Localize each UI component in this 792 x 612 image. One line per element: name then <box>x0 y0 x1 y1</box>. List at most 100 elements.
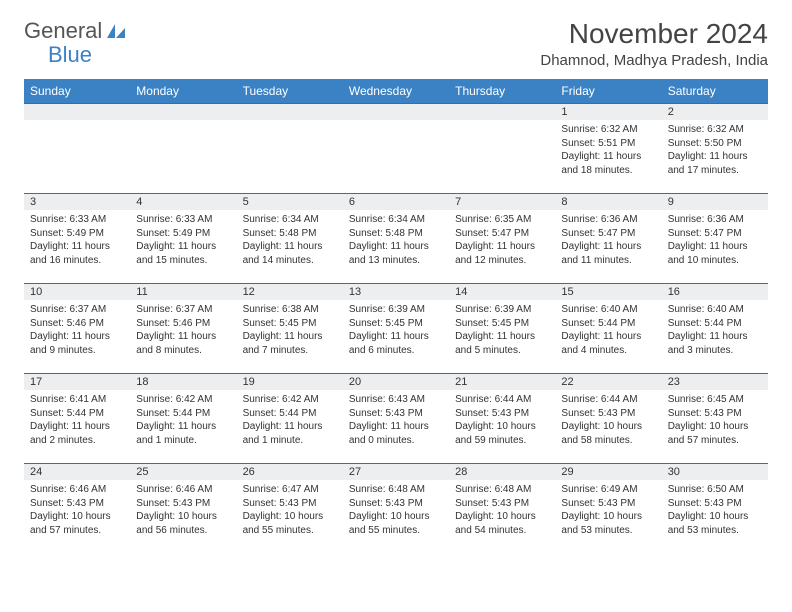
sunrise-text: Sunrise: 6:38 AM <box>243 303 337 317</box>
calendar-day-cell: 13Sunrise: 6:39 AMSunset: 5:45 PMDayligh… <box>343 283 449 373</box>
daylight-text: Daylight: 11 hours and 9 minutes. <box>30 330 124 357</box>
daylight-text: Daylight: 11 hours and 1 minute. <box>136 420 230 447</box>
sunrise-text: Sunrise: 6:33 AM <box>136 213 230 227</box>
day-number: 24 <box>24 463 130 480</box>
calendar-day-cell: 4Sunrise: 6:33 AMSunset: 5:49 PMDaylight… <box>130 193 236 283</box>
calendar-day-cell: 8Sunrise: 6:36 AMSunset: 5:47 PMDaylight… <box>555 193 661 283</box>
day-details: Sunrise: 6:41 AMSunset: 5:44 PMDaylight:… <box>24 390 130 451</box>
day-details: Sunrise: 6:37 AMSunset: 5:46 PMDaylight:… <box>130 300 236 361</box>
logo-text-1: General <box>24 18 102 44</box>
sunrise-text: Sunrise: 6:47 AM <box>243 483 337 497</box>
daylight-text: Daylight: 10 hours and 56 minutes. <box>136 510 230 537</box>
daylight-text: Daylight: 11 hours and 15 minutes. <box>136 240 230 267</box>
calendar-day-cell: 22Sunrise: 6:44 AMSunset: 5:43 PMDayligh… <box>555 373 661 463</box>
calendar-day-cell: 6Sunrise: 6:34 AMSunset: 5:48 PMDaylight… <box>343 193 449 283</box>
day-details: Sunrise: 6:49 AMSunset: 5:43 PMDaylight:… <box>555 480 661 541</box>
weekday-header: Monday <box>130 79 236 103</box>
daylight-text: Daylight: 11 hours and 5 minutes. <box>455 330 549 357</box>
sunrise-text: Sunrise: 6:35 AM <box>455 213 549 227</box>
day-number: 25 <box>130 463 236 480</box>
day-details: Sunrise: 6:36 AMSunset: 5:47 PMDaylight:… <box>555 210 661 271</box>
sunset-text: Sunset: 5:51 PM <box>561 137 655 151</box>
sunset-text: Sunset: 5:45 PM <box>349 317 443 331</box>
calendar-day-cell: 30Sunrise: 6:50 AMSunset: 5:43 PMDayligh… <box>662 463 768 553</box>
day-details: Sunrise: 6:34 AMSunset: 5:48 PMDaylight:… <box>237 210 343 271</box>
day-number: 30 <box>662 463 768 480</box>
sunrise-text: Sunrise: 6:34 AM <box>349 213 443 227</box>
day-number: 20 <box>343 373 449 390</box>
day-number: 2 <box>662 103 768 120</box>
day-number: 17 <box>24 373 130 390</box>
sunrise-text: Sunrise: 6:39 AM <box>349 303 443 317</box>
title-block: November 2024 Dhamnod, Madhya Pradesh, I… <box>540 18 768 69</box>
calendar-day-cell: 29Sunrise: 6:49 AMSunset: 5:43 PMDayligh… <box>555 463 661 553</box>
day-details: Sunrise: 6:42 AMSunset: 5:44 PMDaylight:… <box>130 390 236 451</box>
sunrise-text: Sunrise: 6:37 AM <box>136 303 230 317</box>
sunset-text: Sunset: 5:47 PM <box>668 227 762 241</box>
day-details: Sunrise: 6:39 AMSunset: 5:45 PMDaylight:… <box>449 300 555 361</box>
calendar-day-cell <box>449 103 555 193</box>
day-number: 10 <box>24 283 130 300</box>
logo: General Blue <box>24 18 127 44</box>
sunrise-text: Sunrise: 6:32 AM <box>668 123 762 137</box>
day-details: Sunrise: 6:40 AMSunset: 5:44 PMDaylight:… <box>555 300 661 361</box>
daylight-text: Daylight: 11 hours and 11 minutes. <box>561 240 655 267</box>
day-details: Sunrise: 6:45 AMSunset: 5:43 PMDaylight:… <box>662 390 768 451</box>
daylight-text: Daylight: 11 hours and 17 minutes. <box>668 150 762 177</box>
sunrise-text: Sunrise: 6:46 AM <box>136 483 230 497</box>
daylight-text: Daylight: 10 hours and 59 minutes. <box>455 420 549 447</box>
daylight-text: Daylight: 10 hours and 53 minutes. <box>668 510 762 537</box>
day-number: 16 <box>662 283 768 300</box>
page-header: General Blue November 2024 Dhamnod, Madh… <box>0 0 792 73</box>
day-number: 28 <box>449 463 555 480</box>
sunset-text: Sunset: 5:45 PM <box>455 317 549 331</box>
sunrise-text: Sunrise: 6:43 AM <box>349 393 443 407</box>
sunrise-text: Sunrise: 6:40 AM <box>561 303 655 317</box>
day-details: Sunrise: 6:47 AMSunset: 5:43 PMDaylight:… <box>237 480 343 541</box>
day-details: Sunrise: 6:38 AMSunset: 5:45 PMDaylight:… <box>237 300 343 361</box>
day-details: Sunrise: 6:32 AMSunset: 5:50 PMDaylight:… <box>662 120 768 181</box>
daylight-text: Daylight: 11 hours and 10 minutes. <box>668 240 762 267</box>
day-number <box>24 103 130 120</box>
day-number <box>237 103 343 120</box>
day-number: 3 <box>24 193 130 210</box>
calendar-day-cell: 24Sunrise: 6:46 AMSunset: 5:43 PMDayligh… <box>24 463 130 553</box>
sunset-text: Sunset: 5:44 PM <box>136 407 230 421</box>
daylight-text: Daylight: 11 hours and 1 minute. <box>243 420 337 447</box>
day-details: Sunrise: 6:33 AMSunset: 5:49 PMDaylight:… <box>24 210 130 271</box>
location-subtitle: Dhamnod, Madhya Pradesh, India <box>540 52 768 69</box>
sunrise-text: Sunrise: 6:42 AM <box>243 393 337 407</box>
daylight-text: Daylight: 10 hours and 54 minutes. <box>455 510 549 537</box>
calendar-day-cell: 3Sunrise: 6:33 AMSunset: 5:49 PMDaylight… <box>24 193 130 283</box>
day-details: Sunrise: 6:44 AMSunset: 5:43 PMDaylight:… <box>555 390 661 451</box>
calendar-day-cell: 7Sunrise: 6:35 AMSunset: 5:47 PMDaylight… <box>449 193 555 283</box>
calendar-week-row: 3Sunrise: 6:33 AMSunset: 5:49 PMDaylight… <box>24 193 768 283</box>
calendar-day-cell <box>24 103 130 193</box>
sunset-text: Sunset: 5:50 PM <box>668 137 762 151</box>
calendar-day-cell: 11Sunrise: 6:37 AMSunset: 5:46 PMDayligh… <box>130 283 236 373</box>
day-details: Sunrise: 6:40 AMSunset: 5:44 PMDaylight:… <box>662 300 768 361</box>
daylight-text: Daylight: 10 hours and 55 minutes. <box>243 510 337 537</box>
sunset-text: Sunset: 5:45 PM <box>243 317 337 331</box>
weekday-header: Sunday <box>24 79 130 103</box>
sunrise-text: Sunrise: 6:37 AM <box>30 303 124 317</box>
month-title: November 2024 <box>540 18 768 50</box>
day-number: 29 <box>555 463 661 480</box>
calendar-day-cell: 14Sunrise: 6:39 AMSunset: 5:45 PMDayligh… <box>449 283 555 373</box>
sunrise-text: Sunrise: 6:33 AM <box>30 213 124 227</box>
calendar-day-cell: 1Sunrise: 6:32 AMSunset: 5:51 PMDaylight… <box>555 103 661 193</box>
sunrise-text: Sunrise: 6:40 AM <box>668 303 762 317</box>
sunrise-text: Sunrise: 6:49 AM <box>561 483 655 497</box>
calendar-day-cell <box>237 103 343 193</box>
daylight-text: Daylight: 11 hours and 8 minutes. <box>136 330 230 357</box>
sunset-text: Sunset: 5:43 PM <box>561 497 655 511</box>
day-number: 13 <box>343 283 449 300</box>
sunset-text: Sunset: 5:43 PM <box>243 497 337 511</box>
day-number: 27 <box>343 463 449 480</box>
day-number: 5 <box>237 193 343 210</box>
sunset-text: Sunset: 5:43 PM <box>455 407 549 421</box>
calendar-day-cell: 20Sunrise: 6:43 AMSunset: 5:43 PMDayligh… <box>343 373 449 463</box>
day-number: 18 <box>130 373 236 390</box>
day-number <box>449 103 555 120</box>
calendar-week-row: 24Sunrise: 6:46 AMSunset: 5:43 PMDayligh… <box>24 463 768 553</box>
